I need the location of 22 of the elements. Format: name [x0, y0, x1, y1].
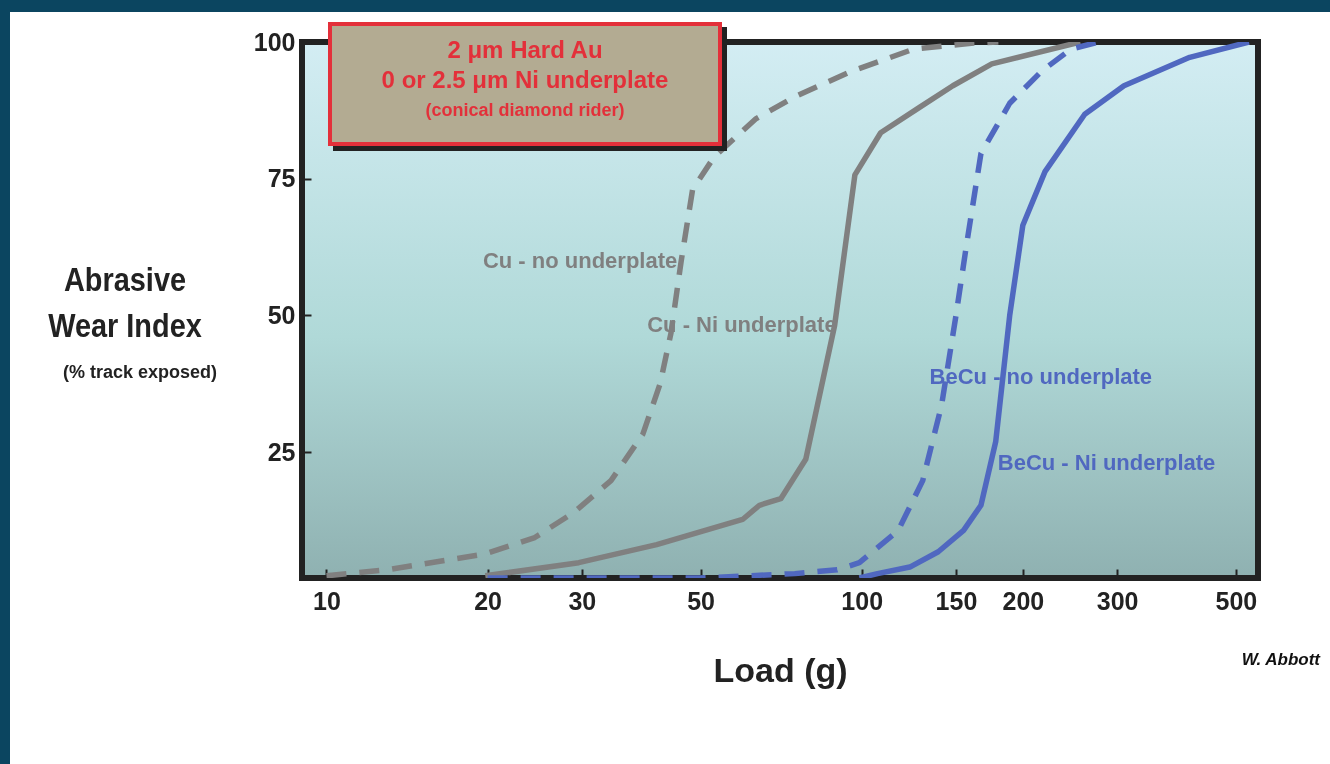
y-tick-label: 100: [253, 27, 296, 56]
text: (% track exposed): [61, 362, 219, 383]
y-axis-title: Abrasive Wear Index: [47, 259, 203, 346]
x-tick-label: 500: [1215, 586, 1258, 615]
x-tick-label: 30: [568, 586, 597, 615]
x-axis-title: Load (g): [713, 650, 848, 689]
x-tick-label: 50: [687, 586, 716, 615]
x-tick-label: 200: [1002, 586, 1045, 615]
series-label: BeCu - Ni underplate: [997, 450, 1216, 476]
text: W. Abbott: [1240, 650, 1320, 670]
y-tick-label: 50: [267, 300, 296, 329]
annotation: (conical diamond rider): [424, 99, 626, 122]
x-tick-label: 100: [841, 586, 884, 615]
y-tick-label: 75: [267, 164, 296, 193]
series-label: Cu - no underplate: [482, 247, 678, 273]
series-label: BeCu - no underplate: [929, 364, 1153, 390]
x-tick-label: 10: [313, 586, 341, 615]
chart-title: 2 μm Hard Au: [446, 36, 604, 64]
y-tick-label: 25: [267, 437, 296, 466]
x-tick-label: 150: [935, 586, 978, 615]
x-tick-label: 20: [474, 586, 503, 615]
x-tick-label: 300: [1096, 586, 1139, 615]
